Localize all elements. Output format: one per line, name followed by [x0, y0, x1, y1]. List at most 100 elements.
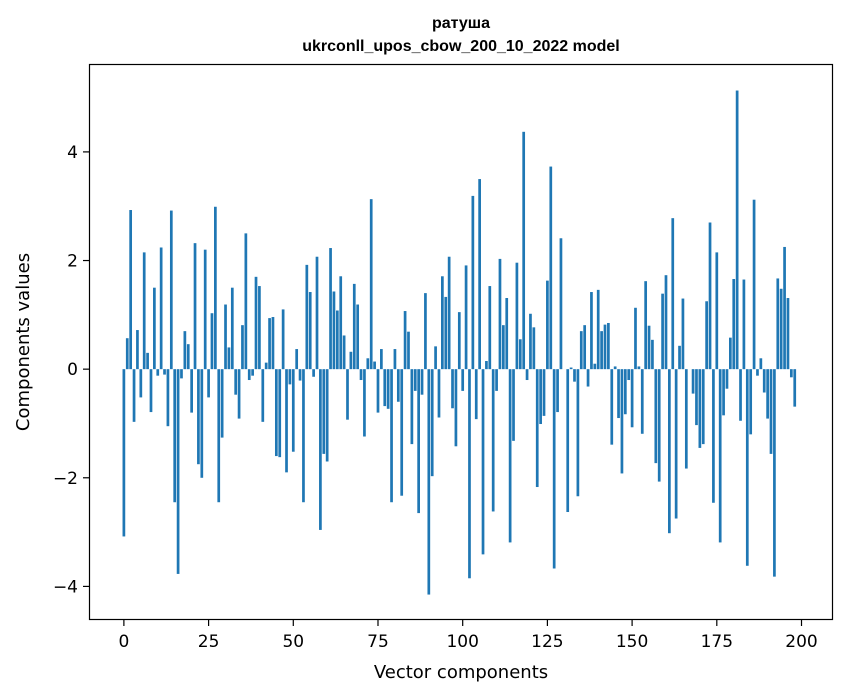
- bar: [729, 338, 732, 370]
- bar: [356, 305, 359, 370]
- bar: [526, 369, 529, 380]
- bar: [329, 248, 332, 369]
- bar: [289, 369, 292, 384]
- y-tick-label: 0: [67, 360, 78, 380]
- bar: [743, 280, 746, 370]
- bar: [505, 298, 508, 369]
- bar: [421, 369, 424, 395]
- bar: [638, 366, 641, 369]
- chart-title: ратуша: [432, 15, 490, 32]
- bar: [346, 369, 349, 420]
- bar: [587, 369, 590, 386]
- bar: [719, 369, 722, 542]
- bar: [722, 369, 725, 415]
- bar: [641, 369, 644, 434]
- x-tick-label: 175: [701, 632, 733, 652]
- bar: [695, 369, 698, 425]
- bar: [787, 298, 790, 369]
- x-tick-label: 125: [531, 632, 563, 652]
- bar: [668, 369, 671, 533]
- bar: [316, 257, 319, 369]
- bar: [472, 196, 475, 369]
- bar: [156, 369, 159, 376]
- bar: [644, 281, 647, 369]
- bar: [380, 349, 383, 369]
- bar: [756, 369, 759, 376]
- bar: [546, 281, 549, 370]
- x-tick-label: 150: [616, 632, 648, 652]
- y-tick-label: 4: [67, 143, 78, 163]
- bar: [512, 369, 515, 441]
- bar: [699, 369, 702, 448]
- bar: [570, 368, 573, 370]
- bar: [431, 369, 434, 476]
- bar: [241, 325, 244, 369]
- bar: [678, 346, 681, 369]
- bar: [427, 369, 430, 594]
- bar: [509, 369, 512, 542]
- bar: [715, 252, 718, 369]
- bar: [251, 369, 254, 376]
- bar: [339, 276, 342, 369]
- bar: [160, 247, 163, 369]
- bar: [604, 325, 607, 370]
- bar: [478, 179, 481, 369]
- bar: [170, 211, 173, 370]
- bar: [607, 323, 610, 369]
- bar: [150, 369, 153, 412]
- bar: [566, 369, 569, 512]
- bar: [749, 369, 752, 434]
- bar: [187, 344, 190, 369]
- bar: [675, 369, 678, 518]
- bar: [404, 311, 407, 369]
- bar: [207, 369, 210, 397]
- bar: [573, 369, 576, 381]
- bar: [343, 335, 346, 369]
- bar: [610, 369, 613, 445]
- bar: [709, 223, 712, 370]
- bar: [529, 314, 532, 369]
- bar: [461, 369, 464, 391]
- bar: [600, 331, 603, 369]
- bar: [136, 330, 139, 369]
- bar: [180, 369, 183, 378]
- bar: [336, 311, 339, 370]
- bar: [197, 369, 200, 464]
- bar: [522, 132, 525, 369]
- bar: [627, 369, 630, 380]
- bar: [248, 369, 251, 380]
- bar: [712, 369, 715, 503]
- bar: [451, 369, 454, 408]
- bar: [705, 301, 708, 369]
- bar: [482, 369, 485, 554]
- bar: [485, 361, 488, 369]
- bar: [414, 369, 417, 391]
- bar: [417, 369, 420, 513]
- bar: [770, 369, 773, 454]
- bar: [383, 369, 386, 406]
- bar: [292, 369, 295, 452]
- bar: [763, 369, 766, 392]
- bar: [519, 339, 522, 369]
- bar: [488, 286, 491, 369]
- bar: [295, 349, 298, 369]
- bar: [560, 238, 563, 369]
- y-tick-label: −2: [53, 469, 78, 489]
- bar: [702, 369, 705, 444]
- bar: [448, 257, 451, 369]
- bar: [590, 292, 593, 369]
- y-tick-label: 2: [67, 252, 78, 272]
- bar: [200, 369, 203, 478]
- bar: [305, 265, 308, 369]
- bar: [780, 289, 783, 369]
- bar: [234, 369, 237, 395]
- bar: [255, 277, 258, 369]
- bar: [163, 369, 166, 374]
- bar: [228, 347, 231, 369]
- bar: [475, 369, 478, 419]
- bar: [465, 265, 468, 369]
- bar: [143, 252, 146, 369]
- bar: [411, 369, 414, 444]
- bar: [282, 309, 285, 369]
